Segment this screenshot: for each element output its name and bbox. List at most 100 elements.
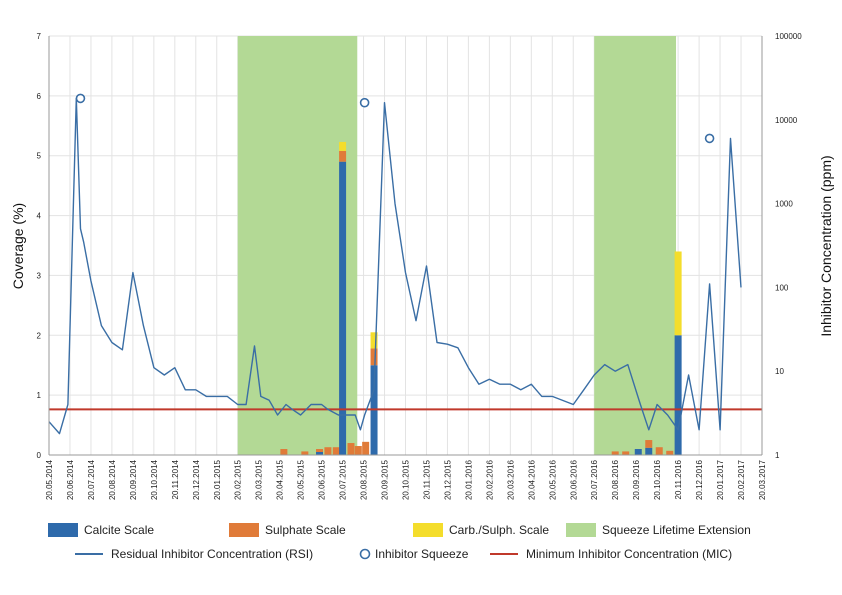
y-tick-label: 7: [37, 32, 42, 41]
inhibitor-squeeze-marker: [704, 133, 715, 144]
x-tick-label: 20.09.2015: [381, 459, 390, 500]
x-tick-label: 20.03.2015: [255, 459, 264, 500]
y2-tick-label: 10: [775, 367, 784, 376]
x-tick-label: 20.11.2015: [422, 459, 431, 499]
x-tick-label: 20.06.2014: [66, 459, 75, 500]
legend-swatch-sulphate: [229, 523, 259, 537]
bar-sulphate: [370, 348, 378, 366]
bar-calcite: [634, 449, 642, 455]
legend: Calcite Scale Sulphate Scale Carb./Sulph. …: [48, 523, 751, 561]
x-tick-label: 20.06.2015: [318, 459, 327, 500]
x-tick-label: 20.11.2014: [171, 459, 180, 499]
x-tick-label: 20.05.2014: [45, 459, 54, 500]
bar-sulphate: [611, 451, 619, 455]
legend-label: Residual Inhibitor Concentration (RSI): [111, 547, 313, 561]
y2-tick-labels: 1 10 100 1000 10000 100000: [775, 32, 802, 460]
bar-sulphate: [280, 449, 288, 455]
legend-label: Carb./Sulph. Scale: [449, 523, 549, 537]
y-tick-label: 5: [37, 152, 42, 161]
rsi-line-group: [48, 97, 742, 435]
y-tick-label: 1: [37, 391, 42, 400]
x-tick-label: 20.08.2016: [611, 459, 620, 500]
squeeze-lifetime-band: [594, 36, 677, 455]
x-tick-label: 20.10.2014: [150, 459, 159, 500]
bar-calcite: [339, 161, 347, 455]
squeeze-bands: [237, 36, 677, 455]
bar-sulphate: [339, 150, 347, 162]
x-tick-label: 20.02.2016: [485, 459, 494, 500]
x-tick-label: 20.08.2015: [360, 459, 369, 500]
bar-sulphate: [332, 447, 340, 455]
x-tick-label: 20.03.2017: [758, 459, 767, 500]
y-axis-label: Coverage (%): [10, 203, 26, 289]
y2-tick-label: 1: [775, 451, 780, 460]
x-tick-label: 20.07.2016: [590, 459, 599, 500]
y-tick-label: 3: [37, 271, 42, 280]
legend-swatch-calcite: [48, 523, 78, 537]
bar-calcite: [674, 335, 682, 455]
x-tick-label: 20.02.2017: [737, 459, 746, 500]
bar-carb: [674, 251, 682, 336]
x-tick-label: 20.01.2015: [213, 459, 222, 500]
axes: [48, 36, 763, 456]
legend-label: Inhibitor Squeeze: [375, 547, 469, 561]
legend-label: Sulphate Scale: [265, 523, 346, 537]
bar-sulphate: [316, 449, 324, 453]
bar-sulphate: [622, 451, 630, 455]
x-tick-label: 20.09.2014: [129, 459, 138, 500]
x-tick-label: 20.10.2015: [402, 459, 411, 500]
x-tick-label: 20.09.2016: [632, 459, 641, 500]
x-tick-label: 20.10.2016: [653, 459, 662, 500]
x-tick-label: 20.12.2015: [443, 459, 452, 500]
y2-axis-label: Inhibitor Concentration (ppm): [818, 155, 834, 336]
legend-label: Calcite Scale: [84, 523, 154, 537]
bar-sulphate: [354, 446, 362, 455]
legend-label: Minimum Inhibitor Concentration (MIC): [526, 547, 732, 561]
bar-sulphate: [645, 440, 653, 448]
y2-tick-label: 100: [775, 283, 789, 292]
x-tick-label: 20.01.2017: [716, 459, 725, 500]
x-tick-label: 20.01.2016: [464, 459, 473, 500]
x-tick-label: 20.12.2014: [192, 459, 201, 500]
bar-calcite: [645, 447, 653, 455]
legend-swatch-carb: [413, 523, 443, 537]
x-tick-label: 20.07.2015: [339, 459, 348, 500]
bar-sulphate: [324, 447, 332, 455]
x-tick-label: 20.05.2015: [297, 459, 306, 500]
x-tick-labels: 20.05.2014 20.06.2014 20.07.2014 20.08.2014…: [45, 459, 767, 500]
bar-sulphate: [301, 451, 309, 455]
legend-swatch-squeeze: [566, 523, 596, 537]
x-tick-label: 20.02.2015: [234, 459, 243, 500]
y-tick-label: 6: [37, 92, 42, 101]
y2-tick-label: 1000: [775, 200, 793, 209]
squeeze-markers: [75, 93, 715, 144]
y2-tick-label: 10000: [775, 116, 798, 125]
inhibitor-squeeze-marker: [359, 97, 370, 108]
y-tick-label: 4: [37, 212, 42, 221]
x-tick-label: 20.11.2016: [674, 459, 683, 499]
x-tick-label: 20.04.2015: [276, 459, 285, 500]
bar-carb: [370, 332, 378, 349]
bar-calcite: [316, 452, 324, 455]
x-tick-label: 20.03.2016: [506, 459, 515, 500]
bar-sulphate: [347, 443, 355, 455]
y2-tick-label: 100000: [775, 32, 802, 41]
bar-carb: [339, 141, 347, 151]
squeeze-lifetime-band: [237, 36, 358, 455]
bar-sulphate: [362, 441, 370, 455]
x-tick-label: 20.12.2016: [695, 459, 704, 500]
bar-sulphate: [666, 450, 674, 455]
legend-swatch-squeeze-marker: [359, 548, 371, 560]
x-tick-label: 20.07.2014: [87, 459, 96, 500]
bar-sulphate: [655, 447, 663, 455]
y-tick-labels: 0 1 2 3 4 5 6 7: [37, 32, 42, 460]
inhibitor-squeeze-marker: [75, 93, 86, 104]
x-tick-label: 20.06.2016: [569, 459, 578, 500]
y-tick-label: 2: [37, 331, 42, 340]
x-tick-label: 20.04.2016: [527, 459, 536, 500]
x-tick-label: 20.05.2016: [548, 459, 557, 500]
y-tick-label: 0: [37, 451, 42, 460]
x-tick-label: 20.08.2014: [108, 459, 117, 500]
rsi-line: [48, 97, 742, 435]
